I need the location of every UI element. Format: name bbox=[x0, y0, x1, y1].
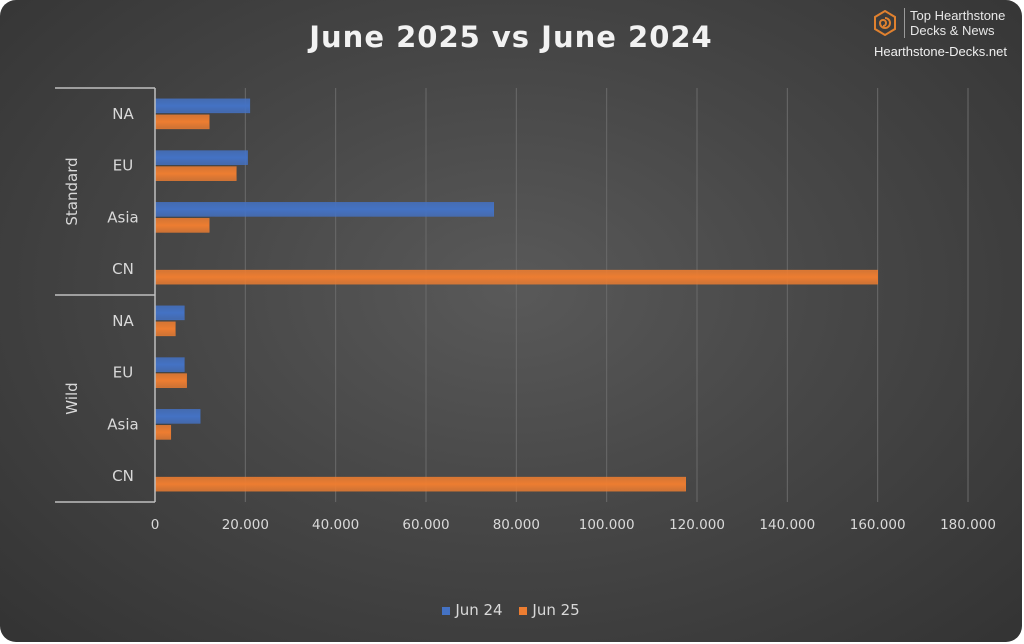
legend-item-jun25: Jun 25 bbox=[519, 601, 580, 619]
x-tick-label: 20.000 bbox=[222, 517, 269, 533]
bar bbox=[154, 98, 251, 114]
brand-tagline-1: Top Hearthstone bbox=[910, 8, 1006, 23]
bar bbox=[154, 150, 248, 165]
legend-swatch-jun24 bbox=[442, 606, 451, 615]
category-label: Asia bbox=[107, 208, 138, 226]
category-label: CN bbox=[112, 467, 134, 485]
category-label: NA bbox=[112, 105, 134, 123]
brand-url: Hearthstone-Decks.net bbox=[874, 44, 1007, 59]
x-tick-label: 140.000 bbox=[759, 517, 815, 533]
bar bbox=[154, 476, 686, 492]
brand-watermark: Top Hearthstone Decks & News Hearthstone… bbox=[870, 4, 1020, 62]
chart-title: June 2025 vs June 2024 bbox=[309, 20, 713, 54]
bar bbox=[154, 202, 494, 217]
category-label: Asia bbox=[107, 415, 138, 433]
x-tick-label: 180.000 bbox=[940, 517, 996, 533]
category-label: EU bbox=[113, 157, 133, 175]
legend-label-jun25: Jun 25 bbox=[532, 601, 580, 619]
x-tick-label: 0 bbox=[151, 517, 160, 533]
category-label: CN bbox=[112, 260, 134, 278]
hexagon-swirl-logo-icon bbox=[874, 10, 896, 36]
category-label: EU bbox=[113, 364, 133, 382]
bar bbox=[154, 305, 185, 321]
brand-tagline-2: Decks & News bbox=[910, 23, 995, 38]
x-tick-label: 40.000 bbox=[312, 517, 359, 533]
bar bbox=[154, 409, 201, 424]
bar bbox=[154, 218, 210, 233]
category-label: NA bbox=[112, 312, 134, 330]
bar bbox=[154, 269, 878, 285]
x-tick-label: 60.000 bbox=[402, 517, 449, 533]
bar bbox=[154, 166, 237, 181]
bar bbox=[154, 114, 210, 130]
legend-item-jun24: Jun 24 bbox=[442, 601, 503, 619]
x-tick-label: 160.000 bbox=[850, 517, 906, 533]
group-label: Wild bbox=[63, 382, 81, 414]
bar bbox=[154, 373, 187, 388]
group-label: Standard bbox=[63, 157, 81, 225]
bar bbox=[154, 357, 185, 372]
legend-label-jun24: Jun 24 bbox=[455, 601, 503, 619]
brand-separator bbox=[904, 8, 905, 38]
bar bbox=[154, 425, 172, 440]
x-tick-label: 100.000 bbox=[579, 517, 635, 533]
x-tick-label: 80.000 bbox=[493, 517, 540, 533]
bar bbox=[154, 321, 176, 337]
legend: Jun 24 Jun 25 bbox=[0, 601, 1022, 619]
x-tick-label: 120.000 bbox=[669, 517, 725, 533]
legend-swatch-jun25 bbox=[519, 606, 528, 615]
